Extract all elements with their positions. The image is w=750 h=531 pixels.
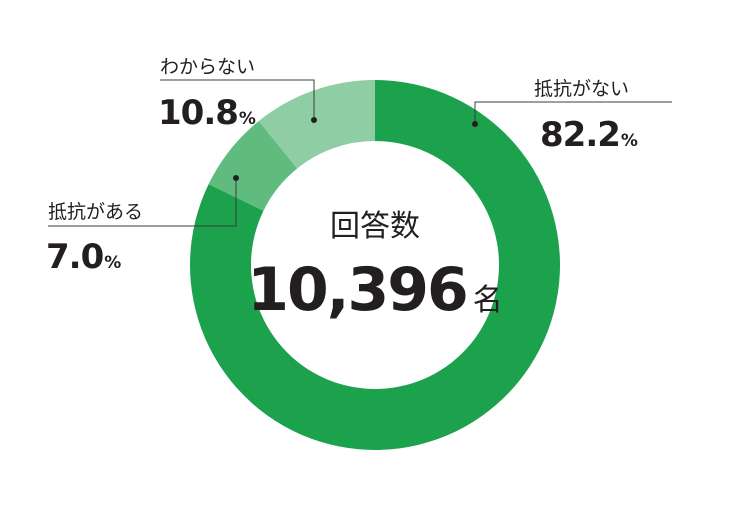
slice-labels: 抵抗がない 82.2% わからない 10.8% 抵抗がある 7.0% [46, 56, 638, 277]
value-unknown: 10.8 [158, 93, 238, 133]
leader-line-no-resistance [474, 101, 672, 124]
value-line-unknown: 10.8% [158, 93, 256, 133]
percent-sign-resistance: % [104, 253, 121, 273]
slice-unknown [258, 80, 375, 169]
value-line-no-resistance: 82.2% [540, 115, 638, 155]
leader-lines [48, 79, 672, 227]
slice-no-resistance [190, 80, 561, 450]
value-resistance: 7.0 [46, 237, 104, 277]
donut-center: 回答数 10,396 名 [247, 209, 503, 325]
label-unknown: わからない [160, 56, 255, 78]
center-unit: 名 [473, 283, 503, 318]
percent-sign-unknown: % [239, 109, 256, 129]
label-no-resistance: 抵抗がない [534, 78, 629, 100]
center-title: 回答数 [330, 209, 420, 244]
value-line-resistance: 7.0% [46, 237, 121, 277]
marker-resistance [233, 175, 239, 181]
label-resistance: 抵抗がある [48, 201, 143, 223]
donut-slices [190, 80, 561, 450]
marker-no-resistance [472, 121, 478, 127]
marker-unknown [311, 117, 317, 123]
center-count: 10,396 [247, 255, 467, 325]
slice-resistance [208, 120, 298, 211]
leader-line-resistance [48, 178, 237, 227]
percent-sign-no-resistance: % [621, 131, 638, 151]
value-no-resistance: 82.2 [540, 115, 620, 155]
center-count-line: 10,396 名 [247, 255, 503, 325]
leader-line-unknown [160, 79, 315, 120]
